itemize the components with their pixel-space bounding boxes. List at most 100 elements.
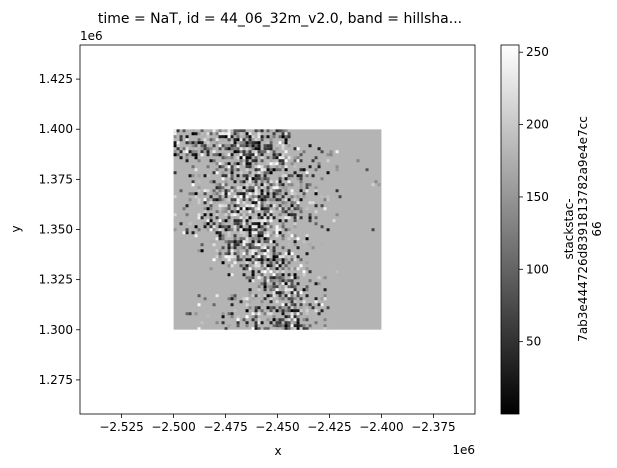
raster-cell (284, 168, 288, 172)
raster-cell (257, 213, 261, 217)
raster-cell (275, 309, 279, 313)
raster-cell (203, 174, 207, 178)
raster-cell (209, 195, 213, 199)
raster-cell (278, 261, 282, 265)
raster-cell (290, 183, 294, 187)
raster-cell (320, 195, 324, 199)
raster-cell (251, 279, 255, 283)
raster-cell (254, 309, 258, 313)
raster-cell (260, 255, 264, 259)
raster-cell (251, 195, 255, 199)
y-tick-label: 1.275 (39, 373, 73, 387)
raster-cell (308, 183, 312, 187)
raster-cell (248, 174, 252, 178)
raster-cell (248, 249, 252, 253)
raster-cell (326, 306, 330, 310)
raster-cell (206, 153, 210, 157)
raster-cell (257, 192, 261, 196)
raster-cell (218, 186, 222, 190)
raster-cell (287, 243, 291, 247)
raster-cell (218, 195, 222, 199)
raster-cell (227, 228, 231, 232)
raster-cell (257, 222, 261, 226)
raster-cell (284, 165, 288, 169)
raster-cell (242, 234, 246, 238)
raster-cell (299, 186, 303, 190)
raster-cell (269, 270, 273, 274)
raster-cell (257, 177, 261, 181)
raster-cell (314, 210, 318, 214)
raster-cell (287, 252, 291, 256)
raster-cell (272, 294, 276, 298)
raster-cell (284, 315, 288, 319)
raster-cell (308, 270, 312, 274)
raster-cell (296, 294, 300, 298)
raster-cell (284, 162, 288, 166)
raster-cell (191, 132, 195, 136)
raster-cell (266, 159, 270, 163)
raster-cell (236, 192, 240, 196)
raster-cell (260, 267, 264, 271)
raster-cell (224, 180, 228, 184)
colorbar-tick-label: 100 (526, 262, 549, 276)
raster-cell (281, 183, 285, 187)
raster-cell (260, 189, 264, 193)
raster-cell (257, 312, 261, 316)
raster-cell (245, 237, 249, 241)
raster-cell (194, 225, 198, 229)
raster-cell (269, 141, 273, 145)
raster-cell (272, 264, 276, 268)
raster-cell (266, 216, 270, 220)
raster-cell (305, 312, 309, 316)
raster-cell (185, 159, 189, 163)
raster-cell (224, 252, 228, 256)
raster-cell (212, 198, 216, 202)
raster-cell (296, 183, 300, 187)
raster-cell (284, 228, 288, 232)
raster-cell (188, 312, 192, 316)
raster-cell (245, 141, 249, 145)
raster-cell (206, 315, 210, 319)
raster-cell (191, 150, 195, 154)
raster-cell (230, 135, 234, 139)
raster-cell (227, 240, 231, 244)
raster-cell (281, 279, 285, 283)
raster-cell (227, 147, 231, 151)
raster-cell (266, 294, 270, 298)
raster-cell (200, 132, 204, 136)
raster-cell (251, 228, 255, 232)
raster-cell (266, 318, 270, 322)
raster-cell (173, 228, 177, 232)
raster-cell (218, 225, 222, 229)
raster-cell (215, 255, 219, 259)
raster-cell (287, 282, 291, 286)
raster-cell (203, 210, 207, 214)
raster-cell (242, 240, 246, 244)
raster-cell (206, 135, 210, 139)
raster-cell (239, 258, 243, 262)
raster-cell (242, 132, 246, 136)
raster-cell (326, 228, 330, 232)
raster-cell (251, 252, 255, 256)
raster-cell (227, 138, 231, 142)
raster-cell (215, 141, 219, 145)
raster-cell (275, 198, 279, 202)
x-offset-label: 1e6 (452, 443, 475, 457)
raster-cell (287, 312, 291, 316)
raster-cell (221, 210, 225, 214)
raster-cell (299, 183, 303, 187)
raster-cell (266, 222, 270, 226)
raster-cell (248, 210, 252, 214)
raster-cell (251, 180, 255, 184)
raster-cell (311, 306, 315, 310)
raster-cell (227, 255, 231, 259)
raster-cell (296, 255, 300, 259)
raster-cell (287, 132, 291, 136)
raster-cell (245, 315, 249, 319)
raster-cell (194, 132, 198, 136)
raster-cell (254, 150, 258, 154)
raster-cell (248, 234, 252, 238)
raster-cell (227, 192, 231, 196)
raster-cell (299, 168, 303, 172)
raster-cell (260, 168, 264, 172)
